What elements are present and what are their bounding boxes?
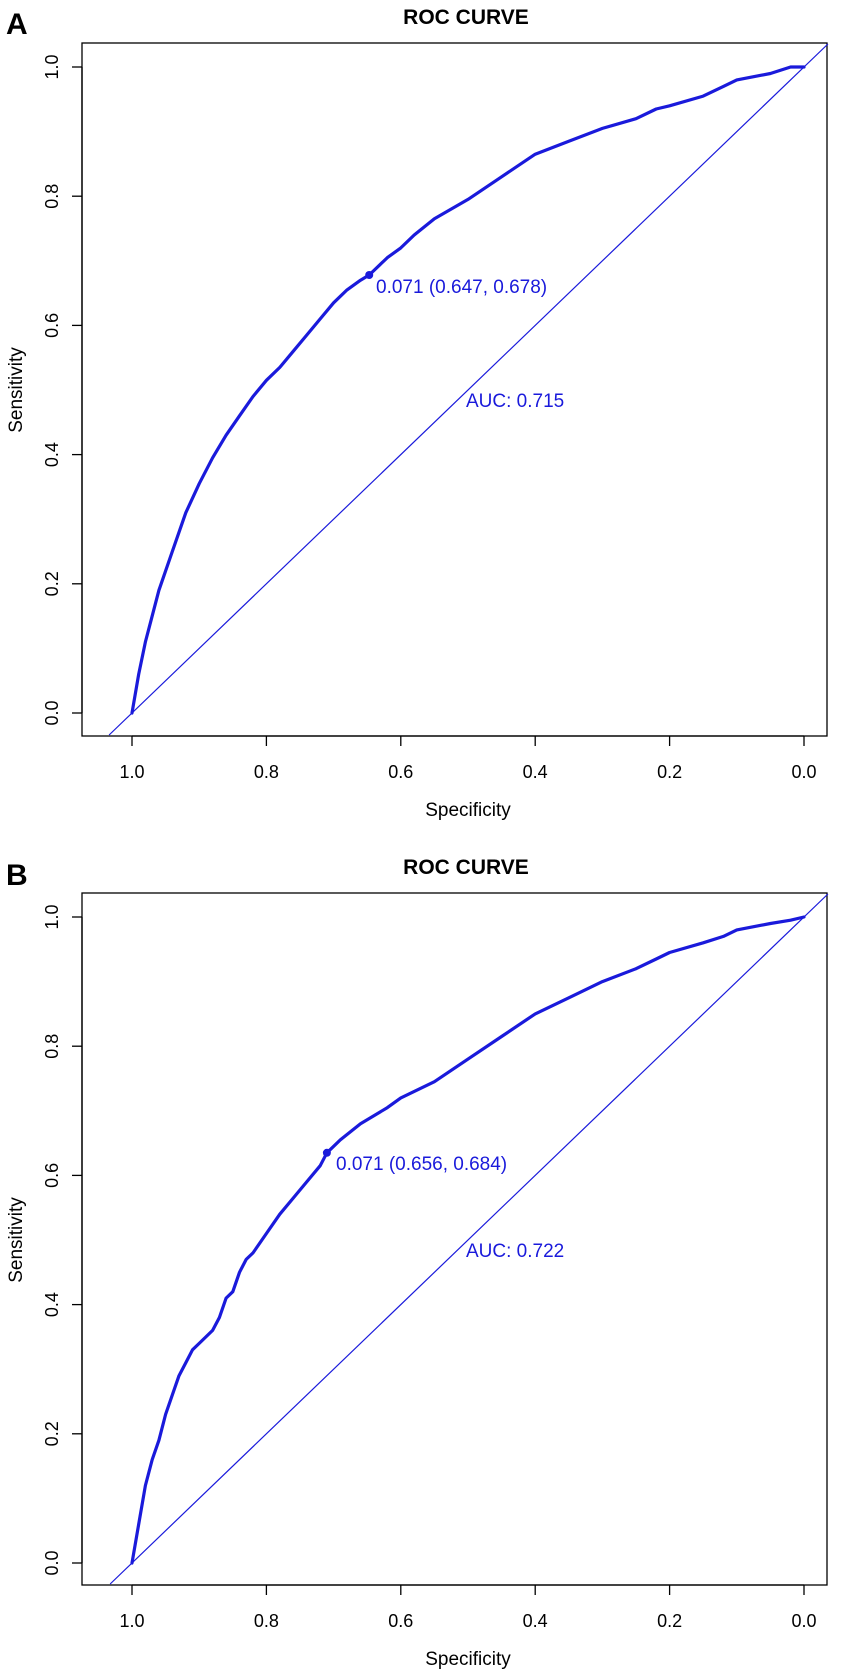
panel-a-x-tick-label: 0.2 [657,762,682,782]
panel-a-x-tick-label: 0.4 [523,762,548,782]
panel-b: B ROC CURVE 1.0 0.8 0.6 0.4 0.2 0.0 Spec… [6,856,829,1670]
panel-a-y-axis-label: Sensitivity [6,347,27,433]
panel-a-x-ticks [131,736,805,746]
panel-a-y-ticks [72,66,82,714]
panel-b-diagonal-line [109,893,829,1585]
panel-b-y-tick-label: 0.8 [42,1034,62,1059]
panel-b-y-tick-label: 0.6 [42,1163,62,1188]
panel-a-x-tick-label: 0.8 [254,762,279,782]
panel-b-y-ticks [72,916,82,1564]
panel-a-x-tick-label: 0.0 [791,762,816,782]
panel-b-x-tick-label: 0.6 [388,1611,413,1631]
panel-a-y-tick-label: 0.8 [42,184,62,209]
panel-b-x-tick-label: 1.0 [119,1611,144,1631]
panel-a-roc-curve [130,65,806,715]
panel-b-threshold-label: 0.071 (0.656, 0.684) [336,1154,507,1175]
panel-a-x-tick-label: 1.0 [119,762,144,782]
panel-a-threshold-point [365,271,374,280]
panel-b-plot-box [81,892,828,1586]
panel-a: A ROC CURVE 1.0 0.8 0.6 0.4 0.2 0.0 Spec… [6,6,829,821]
panel-a-diagonal-line [108,43,829,736]
panel-b-roc-curve [130,915,806,1565]
panel-b-y-tick-label: 0.2 [42,1421,62,1446]
panel-b-x-tick-label: 0.4 [523,1611,548,1631]
panel-b-title: ROC CURVE [403,856,529,879]
panel-b-threshold-point [322,1148,331,1157]
panel-b-auc-label: AUC: 0.722 [466,1241,564,1262]
panel-b-x-ticks [131,1585,805,1595]
panel-b-letter: B [6,859,28,892]
panel-a-y-tick-label: 0.4 [42,442,62,467]
panel-a-y-tick-label: 0.2 [42,571,62,596]
panel-b-y-tick-label: 1.0 [42,904,62,929]
panel-a-y-tick-label: 1.0 [42,54,62,79]
panel-a-threshold-label: 0.071 (0.647, 0.678) [376,277,547,298]
panel-b-x-tick-label: 0.0 [791,1611,816,1631]
panel-b-x-axis-label: Specificity [425,1649,511,1670]
panel-b-y-tick-label: 0.4 [42,1292,62,1317]
panel-b-y-axis-label: Sensitivity [6,1197,27,1283]
panel-a-plot-box [81,42,828,737]
panel-a-x-tick-label: 0.6 [388,762,413,782]
panel-a-auc-label: AUC: 0.715 [466,391,564,412]
panel-a-x-axis-label: Specificity [425,800,511,821]
panel-a-y-tick-label: 0.0 [42,700,62,725]
panel-b-y-tick-label: 0.0 [42,1550,62,1575]
panel-a-y-tick-label: 0.6 [42,313,62,338]
panel-a-letter: A [6,8,28,41]
panel-a-title: ROC CURVE [403,6,529,29]
panel-b-x-tick-label: 0.8 [254,1611,279,1631]
panel-b-x-tick-label: 0.2 [657,1611,682,1631]
